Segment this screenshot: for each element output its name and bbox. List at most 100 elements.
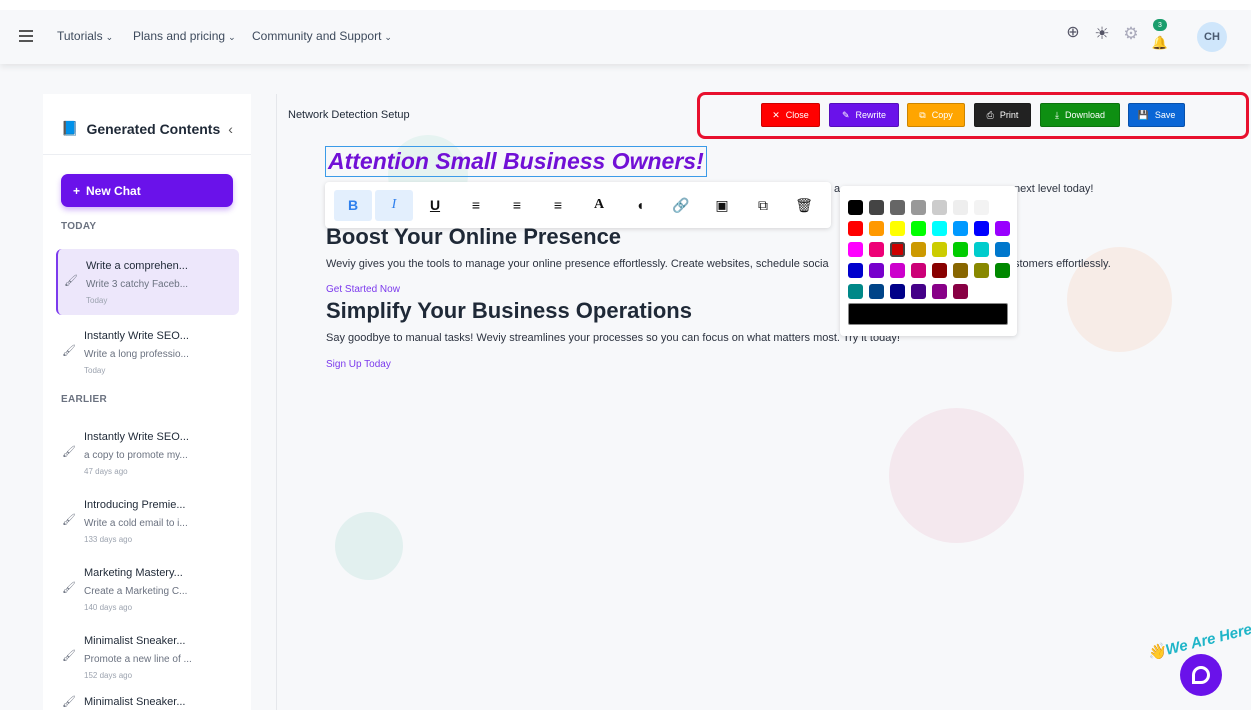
color-swatch[interactable] <box>848 263 863 278</box>
color-swatch[interactable] <box>911 263 926 278</box>
theme-sun-icon[interactable]: ☀ <box>1094 23 1110 43</box>
heading-selected[interactable]: Attention Small Business Owners! <box>325 146 707 177</box>
notification-bell-icon[interactable]: 🔔 <box>1151 34 1169 50</box>
current-color-input[interactable] <box>848 303 1008 325</box>
brush-icon: 🖌 <box>62 446 76 458</box>
color-swatch[interactable] <box>953 263 968 278</box>
align-left-icon[interactable]: ≡ <box>471 197 481 213</box>
sign-up-link[interactable]: Sign Up Today <box>326 359 391 370</box>
history-item-title: Write a comprehen... <box>86 260 188 272</box>
color-swatch[interactable] <box>932 221 947 236</box>
color-swatch[interactable] <box>848 284 863 299</box>
color-swatch[interactable] <box>953 242 968 257</box>
color-swatch[interactable] <box>911 242 926 257</box>
paragraph-boost[interactable]: Weviy gives you the tools to manage your… <box>326 258 829 270</box>
nav-tutorials[interactable]: Tutorials ⌄ <box>57 29 113 43</box>
color-swatch[interactable] <box>995 221 1010 236</box>
color-swatch[interactable] <box>953 200 968 215</box>
color-swatch[interactable] <box>848 200 863 215</box>
color-swatch[interactable] <box>848 221 863 236</box>
align-right-icon[interactable]: ≡ <box>553 197 563 213</box>
history-item[interactable]: 🖌 Minimalist Sneaker... Promote a new lin… <box>56 624 239 690</box>
fill-color-icon[interactable]: ◖ <box>635 197 645 213</box>
rewrite-button[interactable]: ✎ Rewrite <box>829 103 899 127</box>
close-icon: ✕ <box>772 109 780 120</box>
color-swatch[interactable] <box>869 200 884 215</box>
history-item-title: Marketing Mastery... <box>84 567 183 579</box>
color-swatch[interactable] <box>890 284 905 299</box>
color-swatch[interactable] <box>932 284 947 299</box>
color-swatch[interactable] <box>974 242 989 257</box>
avatar[interactable]: CH <box>1197 22 1227 52</box>
notification-badge: 3 <box>1153 19 1167 31</box>
brush-icon: 🖌 <box>62 582 76 594</box>
history-item[interactable]: 🖌 Instantly Write SEO... Write a long pro… <box>56 319 239 385</box>
settings-gear-icon[interactable]: ⚙ <box>1123 23 1139 43</box>
color-swatch[interactable] <box>848 242 863 257</box>
color-swatch[interactable] <box>932 242 947 257</box>
color-swatch[interactable] <box>890 200 905 215</box>
color-swatch[interactable] <box>974 263 989 278</box>
close-button[interactable]: ✕ Close <box>761 103 820 127</box>
color-swatch[interactable] <box>974 221 989 236</box>
color-swatch[interactable] <box>995 242 1010 257</box>
link-icon[interactable]: 🔗 <box>672 197 690 213</box>
color-swatch[interactable] <box>974 200 989 215</box>
document-title: Network Detection Setup <box>288 109 410 121</box>
history-item[interactable]: 🖌 Instantly Write SEO... a copy to promot… <box>56 420 239 486</box>
new-chat-button[interactable]: + New Chat <box>61 174 233 207</box>
history-item[interactable]: 🖌 Minimalist Sneaker... <box>56 692 239 710</box>
bold-icon[interactable]: B <box>334 189 372 221</box>
heading-boost[interactable]: Boost Your Online Presence <box>326 224 622 249</box>
color-swatch[interactable] <box>995 200 1010 215</box>
add-circle-icon[interactable]: ⊕ <box>1066 24 1080 41</box>
font-color-icon[interactable]: A <box>593 197 605 212</box>
image-icon[interactable]: ▣ <box>715 197 729 213</box>
chevron-down-icon: ⌄ <box>105 32 114 42</box>
chat-widget-button[interactable] <box>1180 654 1222 696</box>
history-item[interactable]: 🖌 Marketing Mastery... Create a Marketing… <box>56 556 239 622</box>
color-swatch[interactable] <box>869 263 884 278</box>
copy-button[interactable]: ⧉ Copy <box>907 103 965 127</box>
delete-icon[interactable]: 🗑 <box>795 197 813 213</box>
color-swatch[interactable] <box>890 263 905 278</box>
history-item[interactable]: 🖌 Write a comprehen... Write 3 catchy Fac… <box>56 249 239 315</box>
color-swatch[interactable] <box>869 221 884 236</box>
color-swatch[interactable] <box>911 284 926 299</box>
color-swatch[interactable] <box>932 200 947 215</box>
align-center-icon[interactable]: ≡ <box>512 197 522 213</box>
chat-bubble-icon <box>1192 666 1210 684</box>
nav-plans-pricing[interactable]: Plans and pricing ⌄ <box>133 29 236 43</box>
color-swatch[interactable] <box>911 200 926 215</box>
color-swatch[interactable] <box>953 284 968 299</box>
download-button[interactable]: ⤓ Download <box>1040 103 1120 127</box>
color-swatch[interactable] <box>932 263 947 278</box>
button-label: Save <box>1154 110 1176 120</box>
heading-simplify[interactable]: Simplify Your Business Operations <box>326 298 692 323</box>
history-item[interactable]: 🖌 Introducing Premie... Write a cold emai… <box>56 488 239 554</box>
underline-icon[interactable]: U <box>429 197 441 213</box>
color-swatch[interactable] <box>869 242 884 257</box>
color-swatch[interactable] <box>911 221 926 236</box>
nav-label: Tutorials <box>57 29 103 43</box>
top-bar: Tutorials ⌄ Plans and pricing ⌄ Community … <box>0 10 1251 64</box>
print-button[interactable]: ⎙ Print <box>974 103 1031 127</box>
divider <box>276 94 277 710</box>
duplicate-icon[interactable]: ⧉ <box>758 197 768 213</box>
sidebar-title: Generated Contents <box>86 120 221 137</box>
save-button[interactable]: 💾 Save <box>1128 103 1185 127</box>
color-swatch[interactable] <box>890 221 905 236</box>
nav-community-support[interactable]: Community and Support ⌄ <box>252 29 392 43</box>
actions-highlight <box>697 92 1249 139</box>
color-swatch[interactable] <box>953 221 968 236</box>
paragraph-simplify[interactable]: Say goodbye to manual tasks! Weviy strea… <box>326 332 900 344</box>
history-item-title: Instantly Write SEO... <box>84 431 189 443</box>
collapse-chevron-icon[interactable]: ‹ <box>228 120 233 137</box>
italic-icon[interactable]: I <box>375 189 413 221</box>
get-started-link[interactable]: Get Started Now <box>326 284 400 295</box>
color-swatch[interactable] <box>995 263 1010 278</box>
color-swatch[interactable] <box>890 242 905 257</box>
menu-icon[interactable] <box>19 30 33 42</box>
widget-text: We Are Here! <box>1163 619 1251 659</box>
color-swatch[interactable] <box>869 284 884 299</box>
